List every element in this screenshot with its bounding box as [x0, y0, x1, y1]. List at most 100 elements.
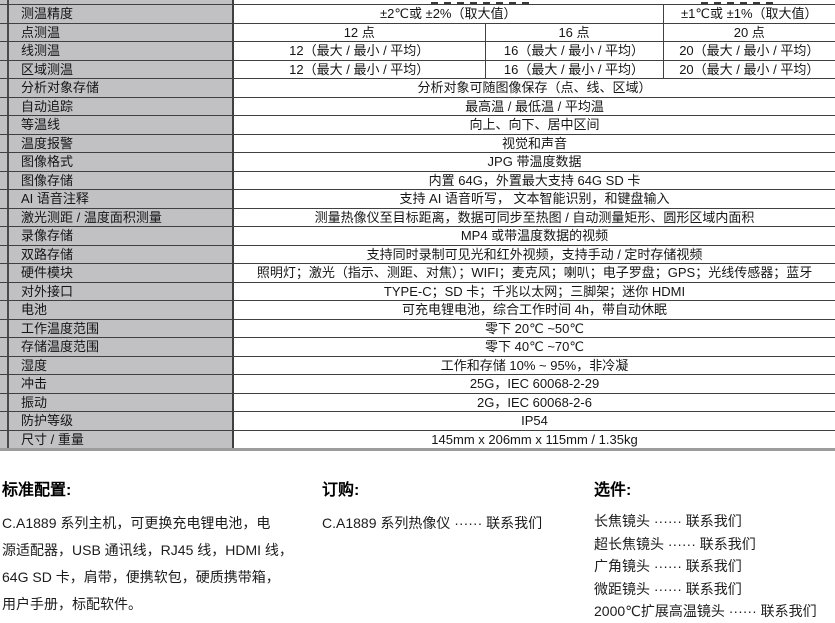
spec-row-humidity: 湿度 工作和存储 10% ~ 95%，非冷凝	[0, 355, 835, 375]
spec-row-temp-alarm: 温度报警 视觉和声音	[0, 133, 835, 153]
value-cell: 分析对象可随图像保存（点、线、区域）	[233, 78, 835, 97]
bottom-sections: 标准配置: C.A1889 系列主机，可更换充电锂电池，电 源适配器，USB 通…	[0, 451, 835, 623]
spec-row-interfaces: 对外接口 TYPE-C；SD 卡；千兆以太网；三脚架；迷你 HDMI	[0, 281, 835, 301]
value-cell: 零下 20℃ ~50℃	[233, 318, 835, 338]
row-label: 线测温	[0, 41, 234, 60]
value-cell: 12 点	[233, 22, 485, 42]
value-cell: 16 点	[484, 22, 663, 42]
value-cell: MP4 或带温度数据的视频	[233, 226, 835, 245]
row-label: 区域测温	[0, 59, 234, 79]
standard-config-line: 用户手册，标配软件。	[2, 596, 142, 612]
value-cell: 零下 40℃ ~70℃	[233, 337, 835, 356]
value-cell: 可充电锂电池，综合工作时间 4h，带自动休眠	[233, 300, 835, 319]
value-cell: 16（最大 / 最小 / 平均）	[484, 59, 663, 79]
option-line: 超长焦镜头 ······ 联系我们	[594, 535, 756, 552]
row-label: 双路存储	[0, 244, 234, 264]
spec-row-laser-ranging: 激光测距 / 温度面积测量 测量热像仪至目标距离，数据可同步至热图 / 自动测量…	[0, 207, 835, 227]
value-cell: JPG 带温度数据	[233, 152, 835, 171]
spec-row-shock: 冲击 25G，IEC 60068-2-29	[0, 374, 835, 393]
row-label: 自动追踪	[0, 96, 234, 116]
value-cell: IP54	[233, 411, 835, 430]
spec-row-area: 区域测温 12（最大 / 最小 / 平均） 16（最大 / 最小 / 平均） 2…	[0, 59, 835, 79]
options-section: 选件: 长焦镜头 ······ 联系我们 超长焦镜头 ······ 联系我们 广…	[594, 476, 835, 623]
standard-config-line: C.A1889 系列主机，可更换充电锂电池，电	[2, 515, 271, 531]
standard-config-title: 标准配置:	[2, 482, 72, 499]
row-label: 图像存储	[0, 170, 234, 190]
text-remnant	[431, 2, 535, 4]
row-label: 图像格式	[0, 152, 234, 171]
option-line: 广角镜头 ······ 联系我们	[594, 558, 742, 575]
value-cell: 最高温 / 最低温 / 平均温	[233, 96, 835, 116]
option-line: 2000℃扩展高温镜头 ······ 联系我们	[594, 603, 817, 620]
options-title: 选件:	[594, 482, 632, 499]
spec-row-auto-track: 自动追踪 最高温 / 最低温 / 平均温	[0, 96, 835, 116]
spec-row-spot: 点测温 12 点 16 点 20 点	[0, 22, 835, 42]
value-cell: 16（最大 / 最小 / 平均）	[484, 41, 663, 60]
value-cell: TYPE-C；SD 卡；千兆以太网；三脚架；迷你 HDMI	[233, 281, 835, 301]
row-label: 振动	[0, 392, 234, 412]
clipped-top-row	[0, 0, 835, 5]
value-cell: 20（最大 / 最小 / 平均）	[662, 41, 835, 60]
value-cell: 25G，IEC 60068-2-29	[233, 374, 835, 393]
row-label: 测温精度	[0, 4, 234, 23]
spec-row-vibration: 振动 2G，IEC 60068-2-6	[0, 392, 835, 412]
spec-row-image-format: 图像格式 JPG 带温度数据	[0, 152, 835, 171]
row-label: 温度报警	[0, 133, 234, 153]
option-line: 微距镜头 ······ 联系我们	[594, 580, 742, 597]
row-label: 分析对象存储	[0, 78, 234, 97]
value-cell: 145mm x 206mm x 115mm / 1.35kg	[233, 429, 835, 451]
row-label: 冲击	[0, 374, 234, 393]
spec-row-operating-temp: 工作温度范围 零下 20℃ ~50℃	[0, 318, 835, 338]
clipped-value-cell	[233, 0, 835, 5]
standard-config-section: 标准配置: C.A1889 系列主机，可更换充电锂电池，电 源适配器，USB 通…	[2, 476, 322, 623]
spec-row-video-storage: 录像存储 MP4 或带温度数据的视频	[0, 226, 835, 245]
spec-row-protection-rating: 防护等级 IP54	[0, 411, 835, 430]
spec-row-ai-voice: AI 语音注释 支持 AI 语音听写， 文本智能识别，和键盘输入	[0, 189, 835, 208]
row-label: 硬件模块	[0, 263, 234, 282]
value-cell: 12（最大 / 最小 / 平均）	[233, 59, 485, 79]
value-cell: 测量热像仪至目标距离，数据可同步至热图 / 自动测量矩形、圆形区域内面积	[233, 207, 835, 227]
spec-row-isotherm: 等温线 向上、向下、居中区间	[0, 115, 835, 134]
spec-row-image-storage: 图像存储 内置 64G，外置最大支持 64G SD 卡	[0, 170, 835, 190]
row-label: 防护等级	[0, 411, 234, 430]
value-cell: 内置 64G，外置最大支持 64G SD 卡	[233, 170, 835, 190]
value-cell: 2G，IEC 60068-2-6	[233, 392, 835, 412]
row-label: 录像存储	[0, 226, 234, 245]
ordering-title: 订购:	[322, 482, 360, 499]
value-cell: 视觉和声音	[233, 133, 835, 153]
row-label: 激光测距 / 温度面积测量	[0, 207, 234, 227]
value-cell: 照明灯；激光（指示、测距、对焦）；WIFI；麦克风；喇叭；电子罗盘；GPS；光线…	[233, 263, 835, 282]
value-cell: ±1℃或 ±1%（取大值）	[662, 4, 835, 23]
row-label: 电池	[0, 300, 234, 319]
value-cell: 20（最大 / 最小 / 平均）	[662, 59, 835, 79]
value-cell: 向上、向下、居中区间	[233, 115, 835, 134]
value-cell: 支持 AI 语音听写， 文本智能识别，和键盘输入	[233, 189, 835, 208]
row-label: 对外接口	[0, 281, 234, 301]
spec-row-storage-temp: 存储温度范围 零下 40℃ ~70℃	[0, 337, 835, 356]
row-label: 尺寸 / 重量	[0, 429, 234, 451]
row-label: 湿度	[0, 355, 234, 375]
row-label: 存储温度范围	[0, 337, 234, 356]
clipped-label-cell	[0, 0, 234, 5]
ordering-line: C.A1889 系列热像仪 ······ 联系我们	[322, 515, 543, 531]
value-cell: 支持同时录制可见光和红外视频，支持手动 / 定时存储视频	[233, 244, 835, 264]
spec-row-size-weight: 尺寸 / 重量 145mm x 206mm x 115mm / 1.35kg	[0, 429, 835, 451]
value-cell: 12（最大 / 最小 / 平均）	[233, 41, 485, 60]
spec-row-hardware-modules: 硬件模块 照明灯；激光（指示、测距、对焦）；WIFI；麦克风；喇叭；电子罗盘；G…	[0, 263, 835, 282]
standard-config-line: 64G SD 卡，肩带，便携软包，硬质携带箱，	[2, 569, 280, 585]
value-cell: 20 点	[662, 22, 835, 42]
row-label: 点测温	[0, 22, 234, 42]
spec-row-analysis-storage: 分析对象存储 分析对象可随图像保存（点、线、区域）	[0, 78, 835, 97]
spec-table: 测温精度 ±2℃或 ±2%（取大值） ±1℃或 ±1%（取大值） 点测温 12 …	[0, 0, 835, 451]
standard-config-line: 源适配器，USB 通讯线，RJ45 线，HDMI 线，	[2, 542, 293, 558]
value-cell: ±2℃或 ±2%（取大值）	[233, 4, 663, 23]
row-label: AI 语音注释	[0, 189, 234, 208]
value-cell: 工作和存储 10% ~ 95%，非冷凝	[233, 355, 835, 375]
ordering-section: 订购: C.A1889 系列热像仪 ······ 联系我们	[322, 476, 594, 623]
spec-row-battery: 电池 可充电锂电池，综合工作时间 4h，带自动休眠	[0, 300, 835, 319]
text-remnant	[701, 2, 775, 4]
spec-row-dual-storage: 双路存储 支持同时录制可见光和红外视频，支持手动 / 定时存储视频	[0, 244, 835, 264]
option-line: 长焦镜头 ······ 联系我们	[594, 513, 742, 529]
row-label: 工作温度范围	[0, 318, 234, 338]
spec-row-line: 线测温 12（最大 / 最小 / 平均） 16（最大 / 最小 / 平均） 20…	[0, 41, 835, 60]
